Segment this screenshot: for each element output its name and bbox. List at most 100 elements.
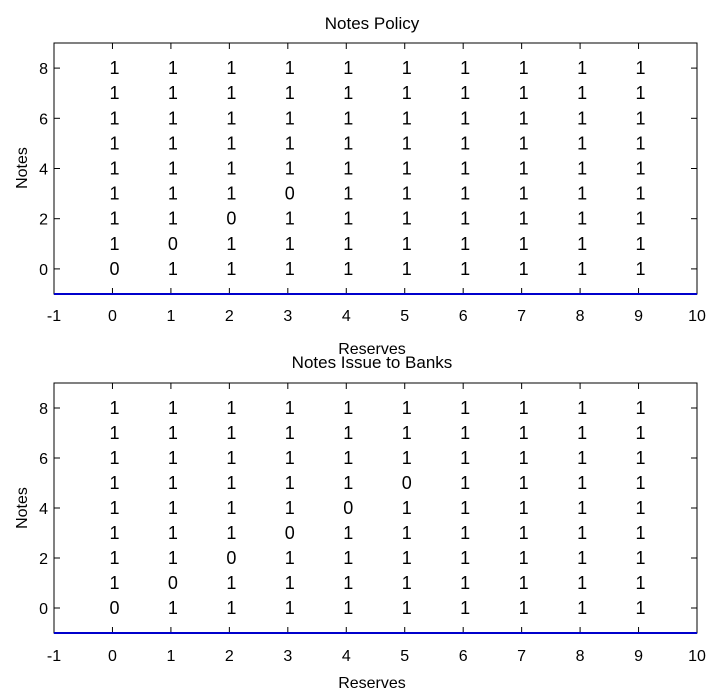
cell-value: 1 — [226, 598, 236, 618]
x-axis-label: Reserves — [338, 675, 406, 692]
x-tick-labels: -1 0 1 2 3 4 5 6 7 8 9 10 — [47, 308, 706, 325]
cell-value: 1 — [343, 83, 353, 103]
cell-value: 0 — [226, 548, 236, 568]
cell-value: 0 — [402, 473, 412, 493]
cell-value: 1 — [519, 398, 529, 418]
cell-value: 1 — [402, 58, 412, 78]
cell-value: 1 — [460, 184, 470, 204]
cell-value: 1 — [402, 209, 412, 229]
y-tick-label: 4 — [39, 162, 48, 179]
cell-value: 1 — [168, 58, 178, 78]
cell-value: 1 — [636, 498, 646, 518]
cell-value: 1 — [636, 548, 646, 568]
cell-value: 1 — [343, 448, 353, 468]
cell-value: 1 — [577, 133, 587, 153]
cell-value: 1 — [402, 523, 412, 543]
y-tick-labels: 0 2 4 6 8 — [39, 61, 48, 279]
cell-value: 1 — [109, 159, 119, 179]
cell-values: 0 1 1 1 1 1 1 1 1 1 1 0 1 1 1 1 1 1 1 1 1 1 0 1 1 1 1 1 1 1 1 1 1 0 1 1 1 1 1 1… — [109, 58, 645, 279]
cell-value: 1 — [168, 159, 178, 179]
cell-value: 1 — [402, 398, 412, 418]
y-tick-label: 6 — [39, 451, 48, 468]
cell-value: 1 — [577, 598, 587, 618]
cell-value: 1 — [402, 598, 412, 618]
x-tick-label: 2 — [225, 308, 234, 325]
cell-value: 1 — [168, 83, 178, 103]
cell-value: 1 — [109, 398, 119, 418]
cell-value: 1 — [285, 498, 295, 518]
cell-value: 1 — [285, 598, 295, 618]
plot-area-frame — [53, 42, 698, 295]
cell-value: 1 — [577, 159, 587, 179]
cell-value: 1 — [226, 58, 236, 78]
x-tick-label: 4 — [342, 648, 351, 665]
cell-value: 1 — [519, 83, 529, 103]
cell-value: 1 — [343, 133, 353, 153]
cell-value: 1 — [343, 598, 353, 618]
y-axis-label: Notes — [14, 487, 31, 529]
y-tick-label: 8 — [39, 61, 48, 78]
cell-value: 0 — [285, 523, 295, 543]
cell-value: 1 — [109, 58, 119, 78]
cell-value: 1 — [109, 473, 119, 493]
cell-value: 1 — [519, 108, 529, 128]
cell-value: 1 — [460, 234, 470, 254]
cell-value: 1 — [460, 523, 470, 543]
y-tick-label: 0 — [39, 601, 48, 618]
cell-value: 1 — [226, 108, 236, 128]
cell-value: 1 — [109, 234, 119, 254]
cell-value: 1 — [460, 108, 470, 128]
cell-value: 1 — [285, 259, 295, 279]
cell-value: 1 — [577, 108, 587, 128]
plot-area-frame — [53, 382, 698, 634]
cell-value: 1 — [226, 184, 236, 204]
cell-value: 1 — [519, 523, 529, 543]
cell-value: 1 — [343, 423, 353, 443]
cell-value: 1 — [519, 184, 529, 204]
x-tick-label: 1 — [166, 308, 175, 325]
cell-value: 1 — [285, 108, 295, 128]
x-tick-label: 10 — [688, 308, 706, 325]
cell-value: 1 — [519, 473, 529, 493]
cell-value: 1 — [636, 133, 646, 153]
x-tick-label: 10 — [688, 648, 706, 665]
cell-value: 1 — [577, 58, 587, 78]
cell-value: 1 — [226, 398, 236, 418]
cell-value: 1 — [519, 133, 529, 153]
cell-value: 1 — [226, 234, 236, 254]
cell-value: 0 — [226, 209, 236, 229]
cell-value: 1 — [226, 523, 236, 543]
cell-value: 1 — [168, 598, 178, 618]
cell-value: 1 — [577, 83, 587, 103]
cell-value: 1 — [285, 234, 295, 254]
cell-value: 1 — [285, 133, 295, 153]
cell-value: 1 — [109, 83, 119, 103]
cell-value: 1 — [168, 184, 178, 204]
x-tick-label: 8 — [576, 308, 585, 325]
cell-value: 1 — [285, 83, 295, 103]
cell-value: 1 — [636, 184, 646, 204]
y-tick-label: 2 — [39, 551, 48, 568]
cell-value: 1 — [519, 259, 529, 279]
chart-title: Notes Policy — [325, 14, 420, 33]
cell-value: 1 — [519, 209, 529, 229]
x-tick-label: 5 — [400, 648, 409, 665]
cell-value: 1 — [402, 548, 412, 568]
cell-value: 1 — [577, 234, 587, 254]
cell-value: 1 — [168, 498, 178, 518]
cell-value: 1 — [343, 108, 353, 128]
x-tick-label: 3 — [283, 648, 292, 665]
cell-value: 0 — [285, 184, 295, 204]
cell-value: 1 — [460, 423, 470, 443]
panel-notes-issue-to-banks: Notes Issue to Banks -1 0 1 2 3 4 5 6 7 8 9 10 0246… — [14, 353, 706, 692]
cell-value: 1 — [519, 548, 529, 568]
cell-value: 1 — [519, 573, 529, 593]
cell-value: 1 — [109, 184, 119, 204]
x-tick-label: 1 — [166, 648, 175, 665]
cell-value: 0 — [109, 598, 119, 618]
y-tick-label: 2 — [39, 212, 48, 229]
cell-value: 1 — [402, 234, 412, 254]
y-tick-label: 8 — [39, 401, 48, 418]
cell-value: 0 — [343, 498, 353, 518]
cell-value: 1 — [402, 159, 412, 179]
